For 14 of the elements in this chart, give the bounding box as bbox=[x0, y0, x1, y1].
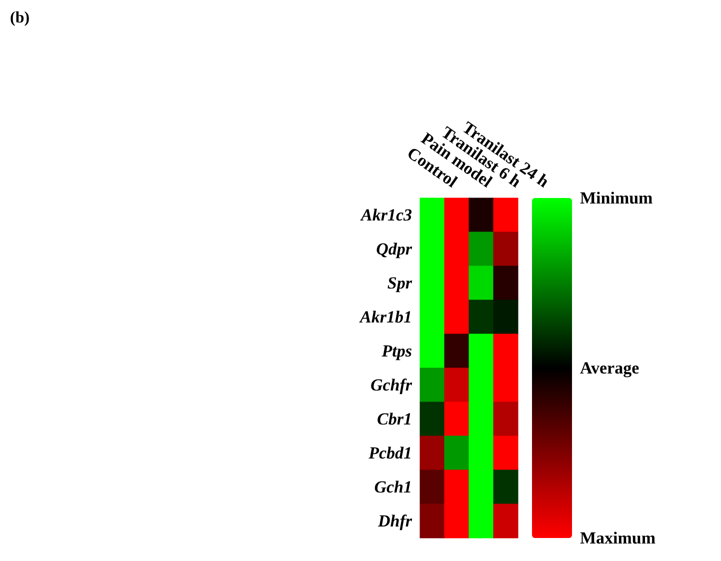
y-tick-label: Qdpr bbox=[376, 240, 412, 258]
y-tick-label: Ptps bbox=[380, 342, 412, 360]
y-tick-label: Akr1c3 bbox=[360, 206, 412, 224]
y-tick-label: Pcbd1 bbox=[368, 444, 412, 462]
y-tick-label: Gchfr bbox=[370, 376, 412, 394]
y-tick-label: Dhfr bbox=[376, 512, 412, 530]
y-tick-label: Gch1 bbox=[374, 478, 412, 496]
color-bar-label: Minimum bbox=[580, 188, 653, 208]
color-bar-label: Average bbox=[580, 358, 640, 378]
y-tick-label: Cbr1 bbox=[377, 410, 412, 428]
y-tick-label: Akr1b1 bbox=[359, 308, 412, 326]
text: (b) bbox=[10, 10, 30, 26]
y-tick-label: Spr bbox=[387, 274, 412, 292]
color-bar-label: Maximum bbox=[580, 528, 656, 548]
